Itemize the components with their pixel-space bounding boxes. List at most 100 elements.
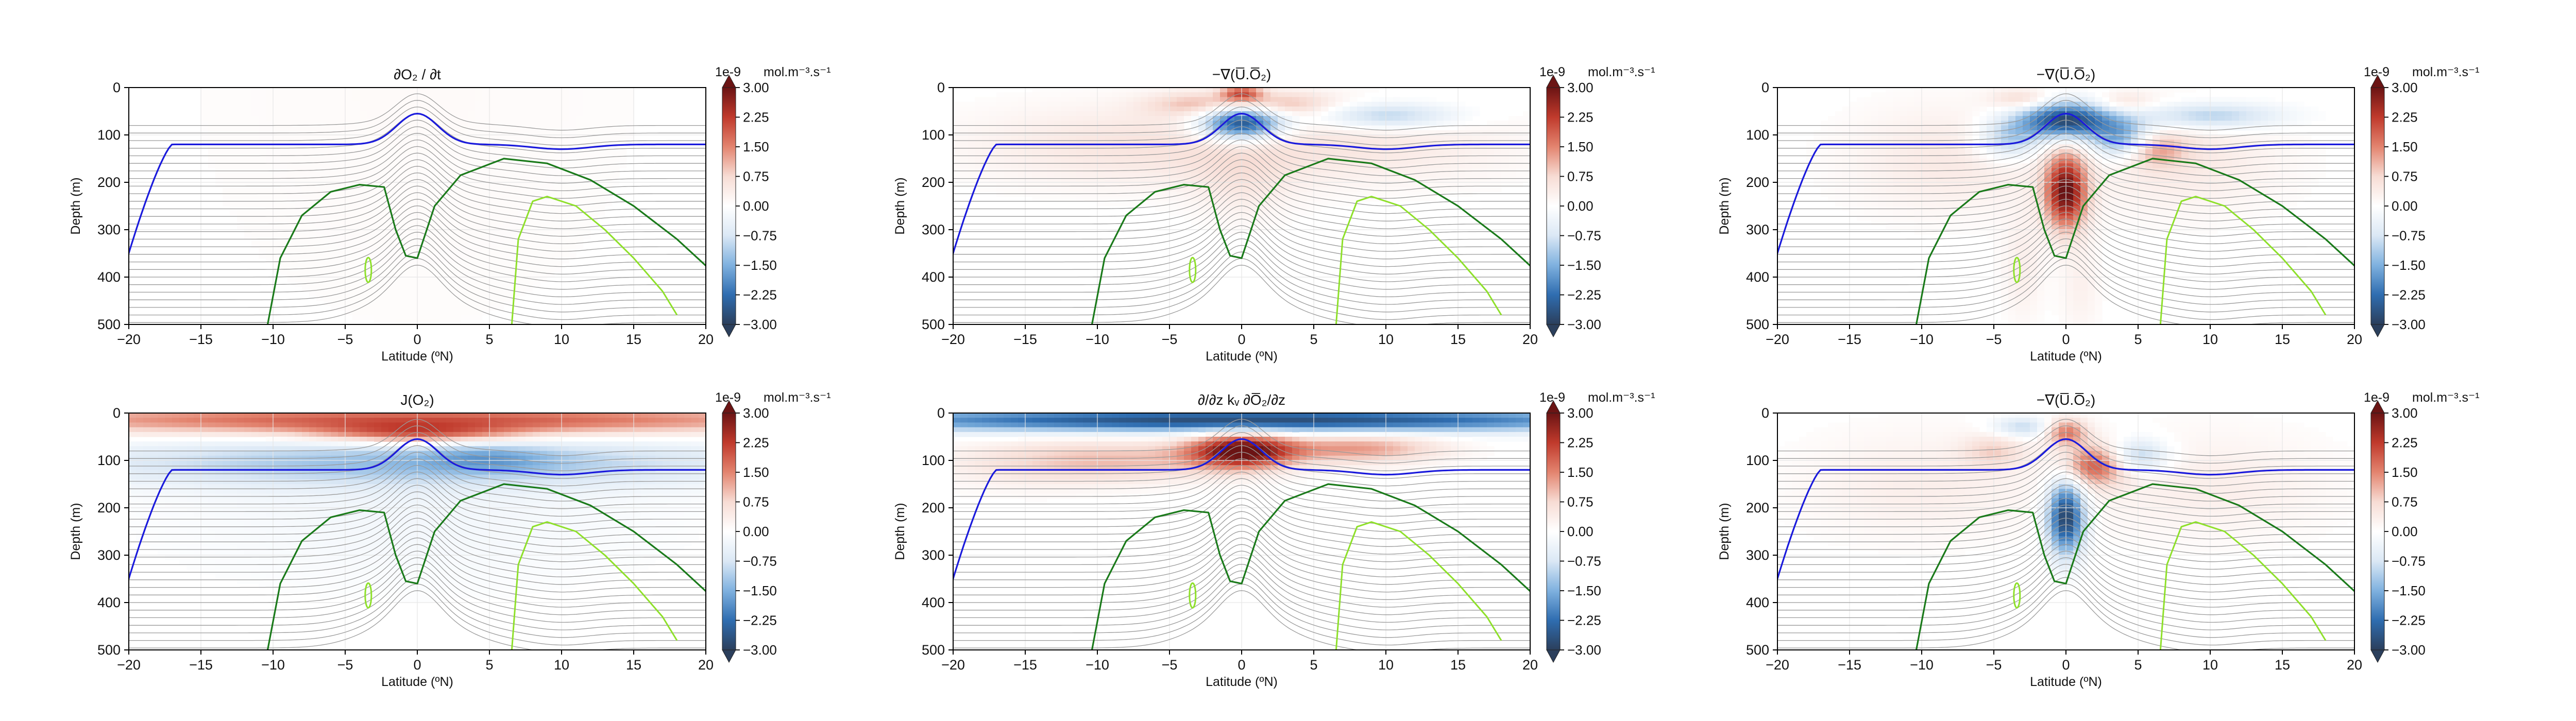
heatmap-cell bbox=[345, 272, 353, 278]
heatmap-cell bbox=[360, 263, 367, 268]
heatmap-cell bbox=[1220, 211, 1228, 216]
heatmap-cell bbox=[1914, 88, 1922, 93]
heatmap-cell bbox=[540, 211, 548, 216]
heatmap-cell bbox=[1835, 121, 1843, 126]
heatmap-cell bbox=[1850, 125, 1857, 131]
heatmap-cell bbox=[266, 215, 274, 221]
heatmap-cell bbox=[1040, 116, 1047, 121]
heatmap-cell bbox=[547, 177, 555, 183]
heatmap-cell bbox=[1400, 125, 1408, 131]
heatmap-cell bbox=[605, 153, 613, 159]
heatmap-cell bbox=[403, 182, 411, 187]
heatmap-cell bbox=[1314, 144, 1321, 150]
heatmap-cell bbox=[432, 286, 439, 292]
heatmap-cell bbox=[1155, 116, 1163, 121]
heatmap-cell bbox=[1893, 106, 1901, 112]
heatmap-cell bbox=[280, 234, 288, 239]
heatmap-cell bbox=[590, 97, 598, 102]
heatmap-cell bbox=[1487, 187, 1495, 192]
heatmap-cell bbox=[533, 282, 540, 287]
heatmap-cell bbox=[497, 106, 504, 112]
heatmap-cell bbox=[1516, 163, 1523, 168]
heatmap-cell bbox=[1198, 220, 1206, 226]
heatmap-cell bbox=[1878, 135, 1886, 140]
heatmap-cell bbox=[287, 159, 295, 164]
heatmap-cell bbox=[576, 230, 584, 235]
heatmap-cell bbox=[367, 144, 375, 150]
heatmap-cell bbox=[287, 92, 295, 97]
heatmap-cell bbox=[562, 88, 569, 93]
heatmap-cell bbox=[1900, 225, 1908, 230]
heatmap-cell bbox=[338, 116, 346, 121]
heatmap-cell bbox=[1220, 97, 1228, 102]
heatmap-cell bbox=[1299, 130, 1307, 135]
heatmap-cell bbox=[1270, 192, 1278, 197]
heatmap-cell bbox=[215, 125, 223, 131]
heatmap-cell bbox=[453, 234, 461, 239]
heatmap-cell bbox=[237, 149, 245, 154]
heatmap-cell bbox=[619, 111, 627, 116]
heatmap-cell bbox=[598, 187, 605, 192]
heatmap-cell bbox=[1364, 196, 1372, 202]
heatmap-cell bbox=[446, 140, 454, 145]
heatmap-cell bbox=[468, 121, 476, 126]
colorbar-unit: mol.m⁻³.s⁻¹ bbox=[1588, 65, 1655, 79]
heatmap-cell bbox=[1213, 211, 1221, 216]
heatmap-cell bbox=[432, 144, 439, 150]
heatmap-cell bbox=[982, 173, 990, 178]
heatmap-cell bbox=[968, 177, 975, 183]
contour-line bbox=[953, 166, 1530, 214]
heatmap-cell bbox=[453, 215, 461, 221]
heatmap-cell bbox=[1126, 144, 1134, 150]
heatmap-cell bbox=[237, 153, 245, 159]
heatmap-cell bbox=[1213, 149, 1221, 154]
heatmap-cell bbox=[1451, 177, 1459, 183]
heatmap-cell bbox=[1206, 121, 1213, 126]
heatmap-cell bbox=[569, 153, 577, 159]
heatmap-cell bbox=[1184, 92, 1192, 97]
heatmap-cell bbox=[497, 177, 504, 183]
heatmap-cell bbox=[316, 149, 324, 154]
heatmap-cell bbox=[968, 125, 975, 131]
heatmap-cell bbox=[1458, 153, 1466, 159]
heatmap-cell bbox=[1951, 121, 1958, 126]
heatmap-cell bbox=[1516, 144, 1523, 150]
heatmap-cell bbox=[273, 267, 281, 273]
heatmap-cell bbox=[1069, 163, 1076, 168]
heatmap-cell bbox=[215, 135, 223, 140]
heatmap-cell bbox=[381, 106, 389, 112]
heatmap-cell bbox=[331, 305, 338, 311]
heatmap-cell bbox=[1141, 144, 1148, 150]
heatmap-cell bbox=[396, 116, 403, 121]
heatmap-cell bbox=[1032, 116, 1040, 121]
heatmap-cell bbox=[1922, 177, 1929, 183]
heatmap-cell bbox=[1335, 196, 1343, 202]
heatmap-cell bbox=[605, 106, 613, 112]
heatmap-cell bbox=[1922, 192, 1929, 197]
heatmap-cell bbox=[425, 177, 432, 183]
heatmap-cell bbox=[1256, 88, 1264, 93]
heatmap-cell bbox=[605, 111, 613, 116]
heatmap-cell bbox=[468, 248, 476, 254]
heatmap-cell bbox=[583, 116, 591, 121]
heatmap-cell bbox=[439, 153, 447, 159]
heatmap-cell bbox=[1227, 111, 1235, 116]
heatmap-cell bbox=[1321, 201, 1329, 207]
heatmap-cell bbox=[1371, 159, 1379, 164]
heatmap-cell bbox=[244, 220, 252, 226]
heatmap-cell bbox=[396, 163, 403, 168]
heatmap-cell bbox=[1357, 163, 1365, 168]
heatmap-cell bbox=[1371, 153, 1379, 159]
heatmap-cell bbox=[619, 92, 627, 97]
heatmap-cell bbox=[302, 135, 310, 140]
heatmap-cell bbox=[1270, 106, 1278, 112]
heatmap-cell bbox=[1083, 125, 1091, 131]
heatmap-cell bbox=[1307, 140, 1314, 145]
heatmap-cell bbox=[381, 310, 389, 316]
heatmap-cell bbox=[1097, 192, 1105, 197]
heatmap-cell bbox=[439, 159, 447, 164]
heatmap-cell bbox=[1886, 159, 1893, 164]
heatmap-cell bbox=[547, 125, 555, 131]
heatmap-cell bbox=[576, 101, 584, 107]
heatmap-cell bbox=[569, 201, 577, 207]
